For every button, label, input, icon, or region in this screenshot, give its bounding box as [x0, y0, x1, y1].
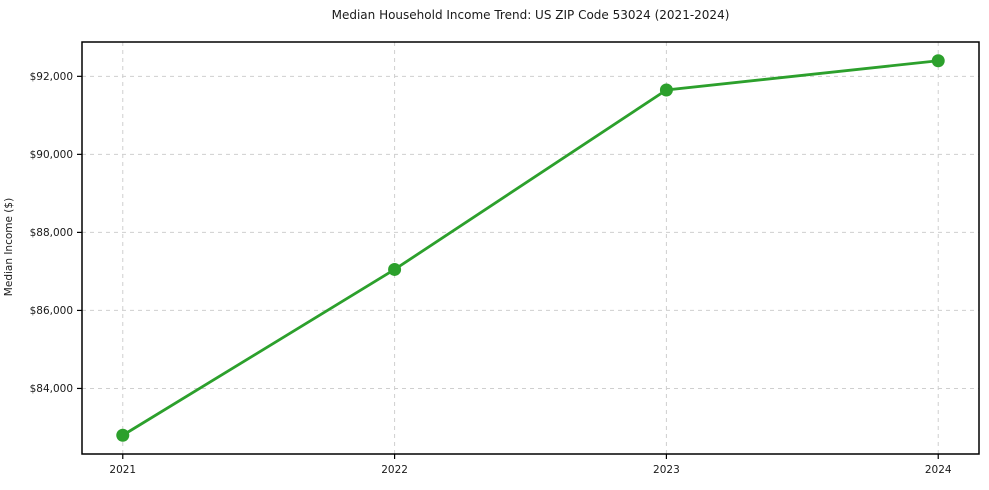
y-tick-label: $88,000 — [30, 227, 73, 239]
x-tick-label: 2023 — [653, 464, 680, 476]
data-point — [931, 54, 945, 68]
y-tick-label: $86,000 — [30, 305, 73, 317]
axes-layer: $84,000 $86,000 $88,000 $90,000 $92,000 2021 2… — [30, 41, 980, 476]
trend-line — [121, 59, 940, 437]
plot-border — [81, 41, 980, 455]
y-tick-label: $90,000 — [30, 149, 73, 161]
y-tick-label: $92,000 — [30, 71, 73, 83]
data-point — [116, 428, 130, 442]
x-tick-label: 2024 — [925, 464, 952, 476]
data-layer — [116, 54, 945, 442]
chart-title: Median Household Income Trend: US ZIP Co… — [331, 8, 730, 22]
gridlines-layer — [82, 42, 979, 454]
y-tick-label: $84,000 — [30, 383, 73, 395]
x-tick-label: 2022 — [381, 464, 408, 476]
data-point — [388, 262, 402, 276]
x-tick-label: 2021 — [109, 464, 136, 476]
data-point — [659, 83, 673, 97]
